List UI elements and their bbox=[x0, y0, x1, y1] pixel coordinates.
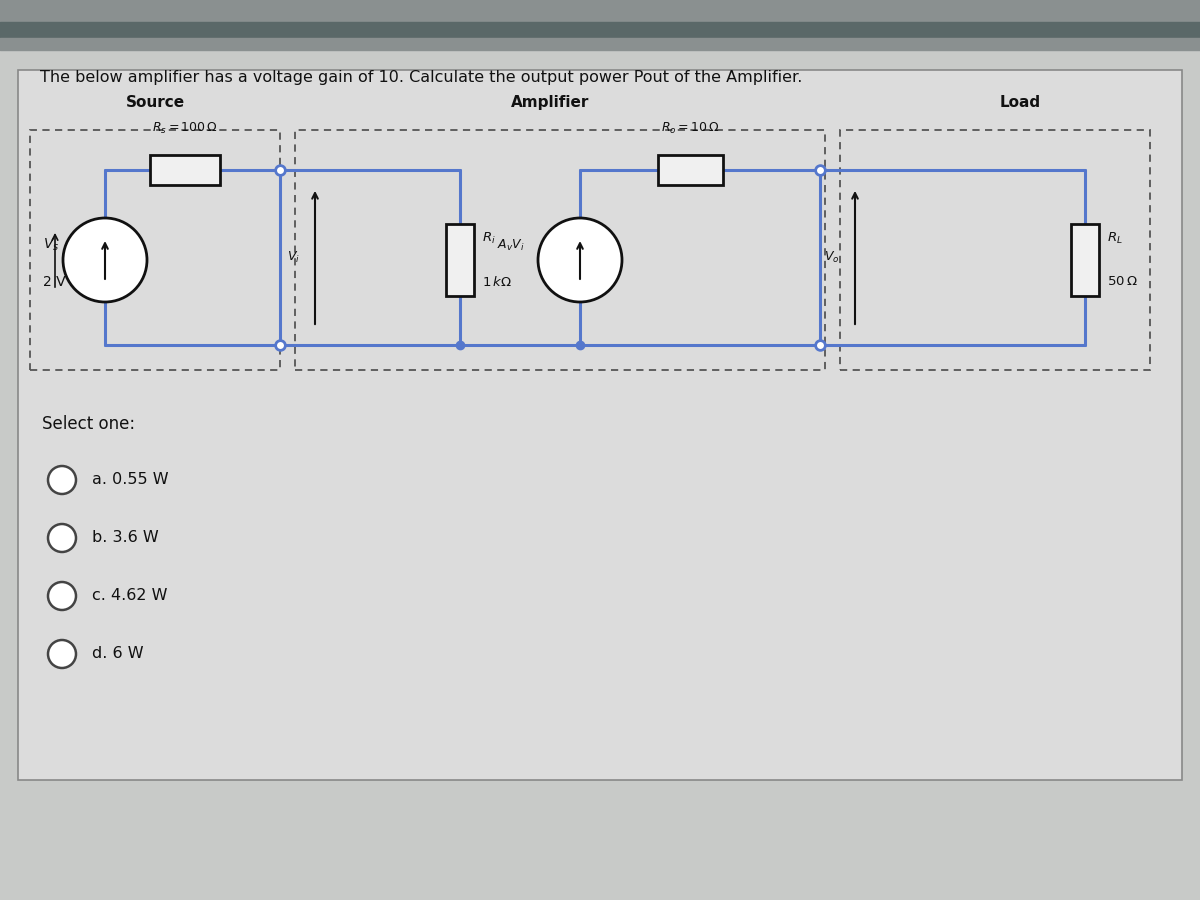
Text: Select one:: Select one: bbox=[42, 415, 136, 433]
Bar bbox=[18, 70, 1182, 780]
Circle shape bbox=[48, 582, 76, 610]
Text: b. 3.6 W: b. 3.6 W bbox=[92, 530, 158, 545]
Text: a. 0.55 W: a. 0.55 W bbox=[92, 472, 169, 488]
Text: The below amplifier has a voltage gain of 10. Calculate the output power Pout of: The below amplifier has a voltage gain o… bbox=[40, 70, 803, 85]
Text: $R_i$: $R_i$ bbox=[482, 230, 496, 246]
Text: Load: Load bbox=[1000, 95, 1040, 110]
Text: d. 6 W: d. 6 W bbox=[92, 646, 144, 662]
Text: $1\,k\Omega$: $1\,k\Omega$ bbox=[482, 275, 512, 289]
Text: Amplifier: Amplifier bbox=[511, 95, 589, 110]
Circle shape bbox=[48, 640, 76, 668]
Circle shape bbox=[48, 466, 76, 494]
Bar bbox=[658, 155, 722, 185]
Text: $V_i$: $V_i$ bbox=[287, 250, 300, 265]
Bar bbox=[150, 155, 220, 185]
Text: $R_L$: $R_L$ bbox=[1108, 230, 1123, 246]
Text: c. 4.62 W: c. 4.62 W bbox=[92, 589, 168, 604]
Text: $V_o$: $V_o$ bbox=[824, 250, 840, 265]
Text: $R_o = 10\,\Omega$: $R_o = 10\,\Omega$ bbox=[661, 121, 719, 136]
Text: $R_s = 100\,\Omega$: $R_s = 100\,\Omega$ bbox=[152, 121, 218, 136]
Bar bbox=[1072, 224, 1099, 296]
Circle shape bbox=[538, 218, 622, 302]
Circle shape bbox=[48, 524, 76, 552]
Text: Source: Source bbox=[126, 95, 185, 110]
Circle shape bbox=[64, 218, 148, 302]
Text: 2 V: 2 V bbox=[43, 275, 66, 289]
Text: $V_s$: $V_s$ bbox=[43, 237, 59, 253]
Text: $A_v V_i$: $A_v V_i$ bbox=[497, 238, 526, 253]
Bar bbox=[446, 224, 474, 296]
Text: $50\,\Omega$: $50\,\Omega$ bbox=[1108, 275, 1138, 289]
